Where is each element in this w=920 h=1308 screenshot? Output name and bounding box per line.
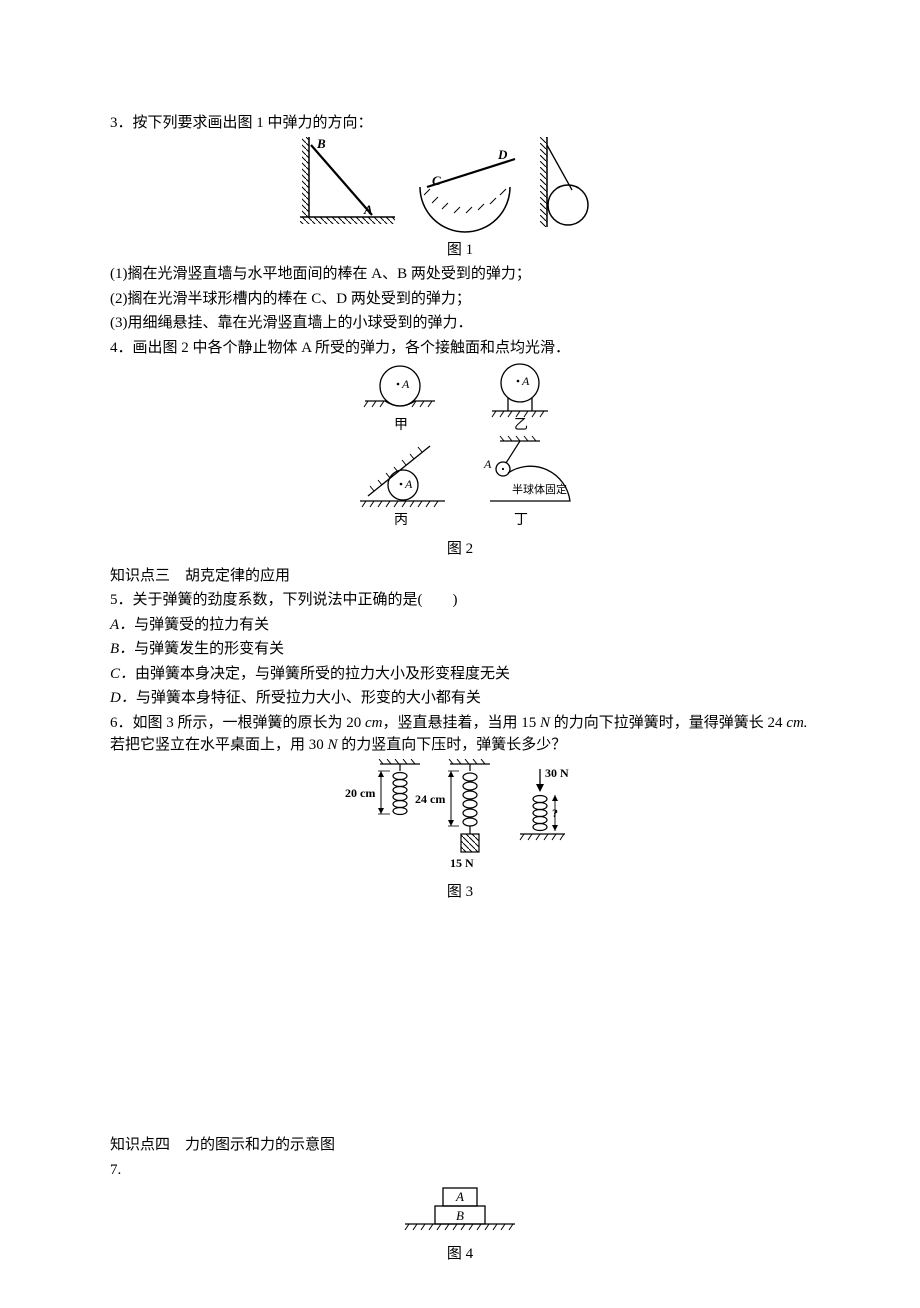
- q5-D-prefix: D．: [110, 690, 136, 706]
- figure-3: 20 cm 24 cm 15 N 30 N ? 图 3: [110, 759, 810, 904]
- fig2-caption: 图 2: [110, 538, 810, 561]
- fig2-yi: A 乙: [492, 364, 548, 433]
- q5-stem: 5．关于弹簧的劲度系数，下列说法中正确的是( ): [110, 589, 810, 612]
- q6-a: 6．如图 3 所示，一根弹簧的原长为 20: [110, 715, 365, 731]
- fig4-svg: A B: [395, 1183, 525, 1241]
- fig4-B: B: [456, 1208, 464, 1223]
- fig2-jia-label: 甲: [394, 418, 408, 433]
- fig1-part2: C D: [420, 147, 515, 232]
- fig2-ding-text: 半球体固定: [512, 482, 567, 496]
- q6-stem: 6．如图 3 所示，一根弹簧的原长为 20 cm，竖直悬挂着，当用 15 N 的…: [110, 712, 810, 757]
- fig2-yi-label: 乙: [514, 417, 528, 433]
- label-D: D: [497, 147, 508, 162]
- q5-C-text: 由弹簧本身决定，与弹簧所受的拉力大小及形变程度无关: [135, 666, 510, 682]
- fig2-svg: A 甲 A 乙 A: [330, 361, 590, 536]
- fig1-part1: B A: [300, 137, 395, 224]
- fig2-ding: A 半球体固定 丁: [483, 436, 570, 528]
- fig2-ding-label: 丁: [514, 513, 528, 528]
- q5-B: B．与弹簧发生的形变有关: [110, 638, 810, 661]
- q5-C: C．由弹簧本身决定，与弹簧所受的拉力大小及形变程度无关: [110, 663, 810, 686]
- fig1-caption: 图 1: [110, 239, 810, 262]
- fig2-bing-label: 丙: [394, 513, 408, 528]
- fig3-15N: 15 N: [450, 856, 474, 870]
- label-B: B: [316, 137, 326, 151]
- fig2-bing-A: A: [404, 477, 413, 491]
- q3-sub1: (1)搁在光滑竖直墙与水平地面间的棒在 A、B 两处受到的弹力；: [110, 263, 810, 286]
- q5-C-prefix: C．: [110, 666, 135, 682]
- fig4-A: A: [455, 1189, 464, 1204]
- fig3-right: 30 N ?: [520, 766, 569, 840]
- fig1-svg: B A C D: [300, 137, 620, 237]
- q6-u2: cm.: [786, 715, 807, 731]
- q4-stem: 4．画出图 2 中各个静止物体 A 所受的弹力，各个接触面和点均光滑．: [110, 337, 810, 360]
- q5-A-prefix: A．: [110, 617, 134, 633]
- fig3-mid: 24 cm 15 N: [415, 759, 490, 870]
- q5-B-prefix: B．: [110, 641, 134, 657]
- fig3-left: 20 cm: [345, 759, 420, 815]
- q5-D-text: 与弹簧本身特征、所受拉力大小、形变的大小都有关: [136, 690, 481, 706]
- q3-sub3: (3)用细绳悬挂、靠在光滑竖直墙上的小球受到的弹力．: [110, 312, 810, 335]
- figure-1: B A C D 图 1: [110, 137, 810, 262]
- fig4-caption: 图 4: [110, 1243, 810, 1266]
- fig2-jia-A: A: [401, 377, 410, 391]
- fig2-ding-A: A: [483, 457, 492, 471]
- q3-stem: 3．按下列要求画出图 1 中弹力的方向：: [110, 112, 810, 135]
- q6-c: 的力向下拉弹簧时，量得弹簧长 24: [550, 715, 786, 731]
- q7-stem: 7.: [110, 1159, 810, 1182]
- fig2-yi-A: A: [521, 374, 530, 388]
- q5-A-text: 与弹簧受的拉力有关: [134, 617, 269, 633]
- q6-n2: N: [328, 737, 338, 753]
- section3-title: 知识点三 胡克定律的应用: [110, 565, 810, 588]
- q5-B-text: 与弹簧发生的形变有关: [134, 641, 284, 657]
- fig2-jia: A 甲: [364, 366, 435, 433]
- q5-A: A．与弹簧受的拉力有关: [110, 614, 810, 637]
- fig3-svg: 20 cm 24 cm 15 N 30 N ?: [330, 759, 590, 879]
- figure-2: A 甲 A 乙 A: [110, 361, 810, 561]
- fig3-24cm: 24 cm: [415, 792, 445, 806]
- fig3-30N: 30 N: [545, 766, 569, 780]
- fig3-20cm: 20 cm: [345, 786, 375, 800]
- q5-D: D．与弹簧本身特征、所受拉力大小、形变的大小都有关: [110, 687, 810, 710]
- figure-4: A B 图 4: [110, 1183, 810, 1266]
- q6-u1: cm: [365, 715, 383, 731]
- q6-b: ，竖直悬挂着，当用 15: [383, 715, 541, 731]
- section4-title: 知识点四 力的图示和力的示意图: [110, 1134, 810, 1157]
- blank-space: [110, 905, 810, 1130]
- q3-sub2: (2)搁在光滑半球形槽内的棒在 C、D 两处受到的弹力；: [110, 288, 810, 311]
- fig3-caption: 图 3: [110, 881, 810, 904]
- fig1-part3: [540, 137, 588, 227]
- q6-d: 若把它竖立在水平桌面上，用 30: [110, 737, 328, 753]
- fig2-bing: A 丙: [360, 446, 445, 528]
- label-C: C: [432, 173, 441, 188]
- q6-n1: N: [540, 715, 550, 731]
- q6-e: 的力竖直向下压时，弹簧长多少？: [338, 737, 567, 753]
- label-A: A: [363, 202, 373, 217]
